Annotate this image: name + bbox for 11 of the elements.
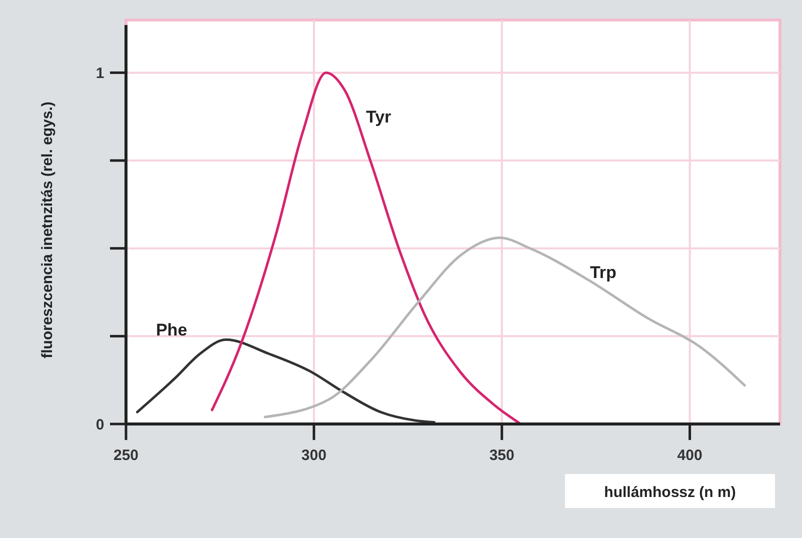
series-label: Phe xyxy=(156,320,188,340)
x-tick-label: 250 xyxy=(113,447,139,464)
x-tick-label: 300 xyxy=(301,447,326,464)
series-label: Tyr xyxy=(366,108,392,127)
x-axis-title: hullámhossz (n m) xyxy=(604,484,736,501)
y-tick-label: 1 xyxy=(96,64,104,82)
x-tick-label: 400 xyxy=(677,447,702,464)
y-axis-title: fluoreszcencia inetnzitás (rel. egys.) xyxy=(39,102,56,358)
y-tick-label: 0 xyxy=(96,416,104,434)
x-tick-label: 350 xyxy=(489,447,514,464)
series-label: Trp xyxy=(590,262,616,282)
